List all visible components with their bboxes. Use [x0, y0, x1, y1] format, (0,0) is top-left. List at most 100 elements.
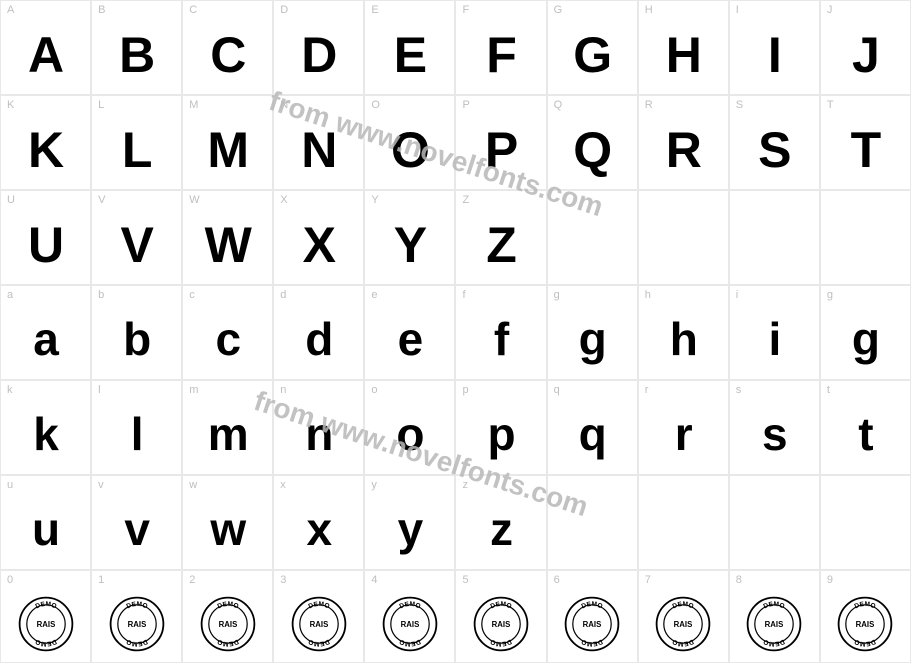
glyph-cell: rr: [638, 380, 729, 475]
glyph: o: [365, 381, 454, 474]
glyph: T: [821, 96, 910, 189]
cell-key-label: t: [827, 384, 830, 396]
svg-text:DEMO: DEMO: [34, 637, 57, 647]
svg-text:RAIS: RAIS: [310, 620, 329, 629]
glyph-cell: bb: [91, 285, 182, 380]
glyph-cell: ff: [455, 285, 546, 380]
glyph-cell: gg: [547, 285, 638, 380]
glyph: h: [639, 286, 728, 379]
svg-text:DEMO: DEMO: [216, 637, 239, 647]
glyph-cell: II: [729, 0, 820, 95]
glyph: y: [365, 476, 454, 569]
cell-key-label: 3: [280, 574, 286, 586]
glyph-cell: [638, 190, 729, 285]
glyph-cell: CC: [182, 0, 273, 95]
cell-key-label: g: [554, 289, 560, 301]
glyph-cell: RR: [638, 95, 729, 190]
cell-key-label: V: [98, 194, 105, 206]
cell-key-label: A: [7, 4, 14, 16]
cell-key-label: f: [462, 289, 465, 301]
demo-stamp-icon: DEMO DEMO RAIS: [653, 594, 713, 654]
glyph-cell: PP: [455, 95, 546, 190]
glyph: I: [730, 1, 819, 94]
svg-text:DEMO: DEMO: [125, 637, 148, 647]
glyph-cell: ss: [729, 380, 820, 475]
svg-text:DEMO: DEMO: [490, 637, 513, 647]
glyph-cell: kk: [0, 380, 91, 475]
cell-key-label: C: [189, 4, 197, 16]
glyph-cell: 6 DEMO DEMO RAIS: [547, 570, 638, 663]
glyph: k: [1, 381, 90, 474]
glyph-cell: ZZ: [455, 190, 546, 285]
glyph-cell: NN: [273, 95, 364, 190]
cell-key-label: E: [371, 4, 378, 16]
glyph-cell: QQ: [547, 95, 638, 190]
cell-key-label: s: [736, 384, 742, 396]
svg-text:RAIS: RAIS: [765, 620, 784, 629]
cell-key-label: W: [189, 194, 199, 206]
glyph: d: [274, 286, 363, 379]
cell-key-label: X: [280, 194, 287, 206]
svg-text:DEMO: DEMO: [398, 600, 421, 610]
glyph: E: [365, 1, 454, 94]
svg-text:DEMO: DEMO: [672, 637, 695, 647]
glyph-cell: ii: [729, 285, 820, 380]
glyph-cell: hh: [638, 285, 729, 380]
svg-text:DEMO: DEMO: [854, 637, 877, 647]
cell-key-label: v: [98, 479, 104, 491]
demo-stamp: DEMO DEMO RAIS: [1, 571, 90, 662]
svg-text:RAIS: RAIS: [127, 620, 146, 629]
cell-key-label: M: [189, 99, 198, 111]
cell-key-label: Q: [554, 99, 563, 111]
glyph-cell: qq: [547, 380, 638, 475]
svg-text:RAIS: RAIS: [218, 620, 237, 629]
cell-key-label: G: [554, 4, 563, 16]
demo-stamp-icon: DEMO DEMO RAIS: [107, 594, 167, 654]
glyph-cell: KK: [0, 95, 91, 190]
cell-key-label: h: [645, 289, 651, 301]
svg-text:RAIS: RAIS: [401, 620, 420, 629]
cell-key-label: N: [280, 99, 288, 111]
glyph-cell: oo: [364, 380, 455, 475]
cell-key-label: U: [7, 194, 15, 206]
glyph: a: [1, 286, 90, 379]
glyph-cell: [638, 475, 729, 570]
glyph: n: [274, 381, 363, 474]
glyph-cell: ww: [182, 475, 273, 570]
glyph-cell: [729, 475, 820, 570]
glyph: p: [456, 381, 545, 474]
cell-key-label: 2: [189, 574, 195, 586]
glyph-cell: VV: [91, 190, 182, 285]
svg-text:DEMO: DEMO: [763, 637, 786, 647]
cell-key-label: d: [280, 289, 286, 301]
glyph-cell: 8 DEMO DEMO RAIS: [729, 570, 820, 663]
glyph-cell: 7 DEMO DEMO RAIS: [638, 570, 729, 663]
glyph-cell: gg: [820, 285, 911, 380]
glyph-cell: TT: [820, 95, 911, 190]
svg-text:DEMO: DEMO: [34, 600, 57, 610]
cell-key-label: e: [371, 289, 377, 301]
glyph-cell: DD: [273, 0, 364, 95]
demo-stamp: DEMO DEMO RAIS: [548, 571, 637, 662]
cell-key-label: a: [7, 289, 13, 301]
cell-key-label: 9: [827, 574, 833, 586]
cell-key-label: F: [462, 4, 469, 16]
cell-key-label: T: [827, 99, 834, 111]
glyph: J: [821, 1, 910, 94]
cell-key-label: P: [462, 99, 469, 111]
glyph: Z: [456, 191, 545, 284]
cell-key-label: 4: [371, 574, 377, 586]
demo-stamp-icon: DEMO DEMO RAIS: [16, 594, 76, 654]
svg-text:RAIS: RAIS: [674, 620, 693, 629]
glyph-cell: AA: [0, 0, 91, 95]
cell-key-label: z: [462, 479, 468, 491]
svg-text:DEMO: DEMO: [307, 637, 330, 647]
glyph: P: [456, 96, 545, 189]
cell-key-label: B: [98, 4, 105, 16]
cell-key-label: k: [7, 384, 13, 396]
cell-key-label: w: [189, 479, 197, 491]
svg-text:DEMO: DEMO: [398, 637, 421, 647]
glyph-cell: mm: [182, 380, 273, 475]
svg-text:DEMO: DEMO: [581, 637, 604, 647]
demo-stamp-icon: DEMO DEMO RAIS: [289, 594, 349, 654]
